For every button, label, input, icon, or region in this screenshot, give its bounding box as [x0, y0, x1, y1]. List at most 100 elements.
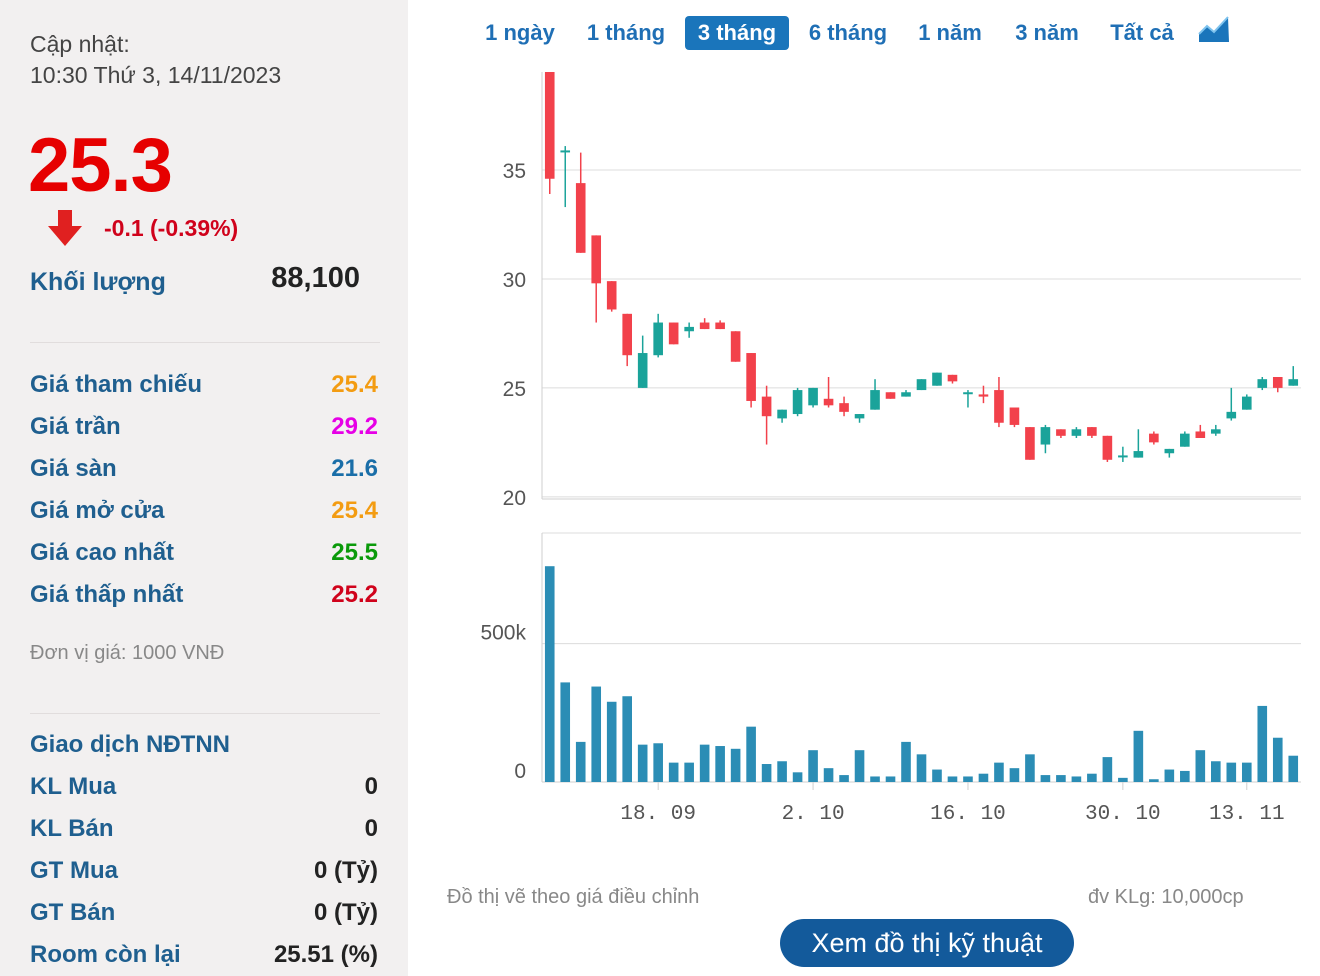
- candle-body: [978, 394, 989, 397]
- stat-label: Giá cao nhất: [30, 539, 175, 566]
- stat-label: Giá tham chiếu: [30, 371, 203, 398]
- volume-bar: [1149, 779, 1159, 782]
- stat-value: 21.6: [331, 455, 378, 482]
- tab-1-year[interactable]: 1 năm: [918, 20, 982, 45]
- volume-bar: [1226, 762, 1237, 782]
- volume-bar: [1040, 775, 1051, 782]
- candle-body: [1133, 451, 1144, 458]
- candle-body: [1257, 379, 1268, 388]
- volume-bar: [963, 776, 973, 782]
- tab-1-day[interactable]: 1 ngày: [485, 20, 555, 45]
- candle-body: [792, 390, 803, 415]
- area-chart-icon[interactable]: [1198, 14, 1230, 44]
- volume-bar: [1102, 757, 1113, 782]
- candle-body: [730, 331, 741, 362]
- price-tick-label: 30: [503, 269, 526, 292]
- volume-bar: [1133, 730, 1144, 782]
- candle-body: [1272, 377, 1283, 388]
- tab-3-years[interactable]: 3 năm: [1015, 20, 1079, 45]
- candle-body: [947, 374, 958, 382]
- stat-value: 25.2: [331, 581, 378, 608]
- volume-bar: [1272, 737, 1283, 782]
- volume-bar: [823, 768, 834, 782]
- candle-body: [823, 398, 834, 406]
- candle-body: [1288, 379, 1299, 386]
- stat-label: Giá thấp nhất: [30, 581, 184, 608]
- price-tick-label: 25: [503, 378, 526, 401]
- candle-body: [808, 387, 818, 406]
- candle-body: [544, 72, 555, 179]
- volume-bar: [901, 741, 911, 782]
- chart-panel: 1 ngày 1 tháng 3 tháng 6 tháng 1 năm 3 n…: [408, 0, 1320, 976]
- candle-body: [1040, 427, 1051, 445]
- candle-body: [1211, 429, 1221, 434]
- adjusted-price-note: Đồ thị vẽ theo giá điều chỉnh: [447, 886, 700, 908]
- volume-bar: [777, 761, 787, 782]
- candle-body: [963, 392, 973, 395]
- volume-bar: [1118, 777, 1128, 782]
- volume-bar: [808, 750, 818, 782]
- candle-body: [1180, 433, 1190, 447]
- candle-body: [1195, 431, 1206, 438]
- volume-bar: [1257, 705, 1268, 782]
- technical-chart-button[interactable]: Xem đồ thị kỹ thuật: [780, 919, 1074, 967]
- candle-body: [870, 390, 880, 410]
- divider: [30, 342, 380, 343]
- candle-body: [901, 392, 911, 397]
- candle-body: [1118, 455, 1128, 458]
- volume-bar: [932, 769, 942, 782]
- candle-body: [839, 403, 849, 412]
- volume-bar: [684, 762, 694, 782]
- foreign-label: GT Mua: [30, 857, 118, 884]
- candle-body: [684, 326, 694, 332]
- stat-label: Giá sàn: [30, 455, 117, 482]
- foreign-label: GT Bán: [30, 899, 116, 926]
- candle-body: [653, 322, 663, 356]
- stat-value: 25.4: [331, 497, 378, 524]
- candle-body: [560, 150, 571, 153]
- candle-body: [1025, 427, 1035, 460]
- candle-body: [637, 353, 648, 388]
- volume-bar: [1009, 768, 1020, 782]
- candle-body: [1226, 411, 1237, 419]
- divider: [30, 713, 380, 714]
- foreign-label: KL Bán: [30, 815, 114, 842]
- x-tick-label: 30. 10: [1085, 803, 1161, 826]
- current-price: 25.3: [28, 123, 173, 208]
- volume-bar: [1180, 770, 1190, 782]
- price-unit-note: Đơn vị giá: 1000 VNĐ: [30, 642, 225, 664]
- volume-bar: [1071, 776, 1082, 782]
- foreign-value: 0: [364, 815, 378, 842]
- volume-bar: [1288, 755, 1299, 782]
- foreign-title: Giao dịch NĐTNN: [30, 731, 231, 758]
- foreign-label: Room còn lại: [30, 941, 181, 968]
- candle-body: [994, 390, 1004, 423]
- volume-bar: [1025, 754, 1035, 782]
- volume-bar: [668, 762, 679, 782]
- volume-bar: [591, 686, 602, 782]
- x-tick-label: 16. 10: [930, 803, 1006, 826]
- candle-body: [715, 322, 725, 330]
- volume-label: Khối lượng: [30, 268, 166, 296]
- candle-body: [606, 281, 617, 310]
- tab-1-month[interactable]: 1 tháng: [586, 20, 666, 45]
- volume-bar: [870, 776, 880, 782]
- candle-body: [1149, 433, 1159, 443]
- updated-time: 10:30 Thứ 3, 14/11/2023: [30, 62, 282, 88]
- volume-bar: [947, 776, 958, 782]
- tab-6-months[interactable]: 6 tháng: [808, 20, 888, 45]
- volume-tick-label: 500k: [480, 622, 526, 645]
- volume-bar: [854, 750, 865, 782]
- updated-label: Cập nhật:: [30, 31, 130, 57]
- foreign-label: KL Mua: [30, 773, 117, 800]
- candle-body: [746, 353, 756, 401]
- volume-bar: [1241, 762, 1252, 782]
- tab-all[interactable]: Tất cả: [1110, 20, 1174, 45]
- volume-bar: [575, 741, 586, 782]
- tab-3-months[interactable]: 3 tháng: [685, 16, 789, 50]
- volume-bar: [792, 772, 803, 782]
- volume-bar: [916, 754, 927, 782]
- price-tick-label: 35: [503, 160, 526, 183]
- candle-body: [1009, 407, 1020, 425]
- volume-bar: [978, 773, 989, 782]
